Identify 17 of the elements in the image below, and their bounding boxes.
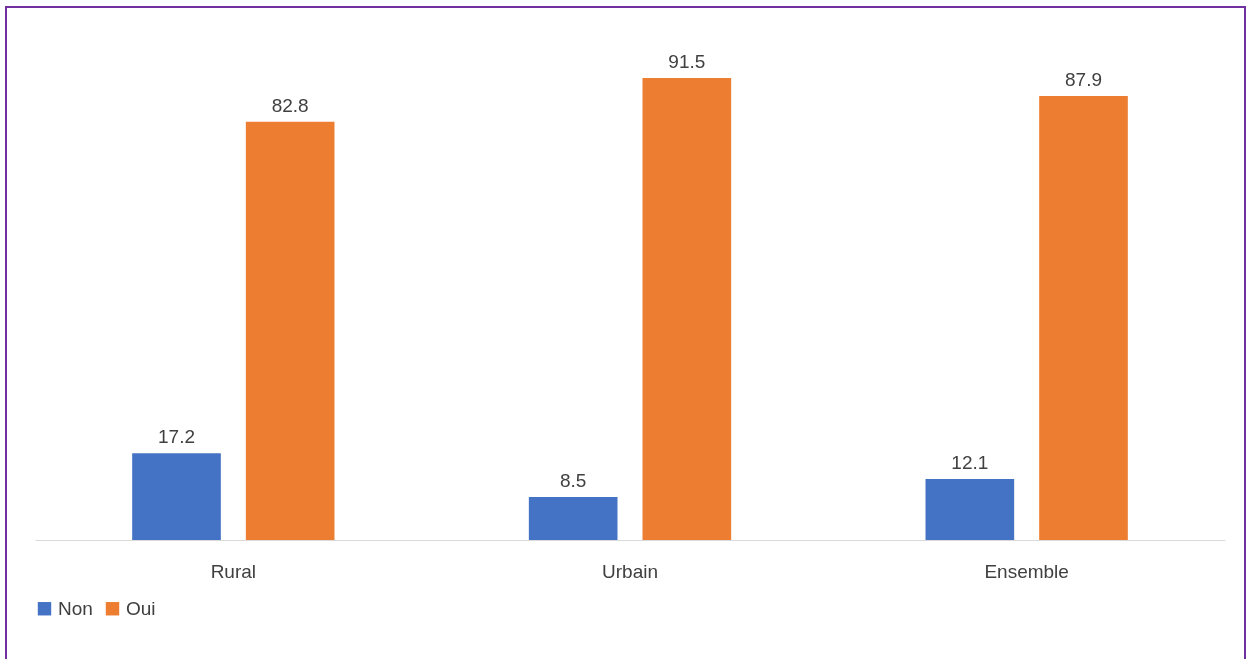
- bar: [1039, 96, 1128, 540]
- legend-label: Oui: [126, 597, 156, 619]
- data-label: 8.5: [559, 470, 587, 492]
- x-tick-label: Urbain: [602, 560, 658, 582]
- x-tick-label: Rural: [210, 560, 257, 582]
- bar: [245, 121, 335, 540]
- data-label: 91.5: [668, 50, 706, 72]
- bar: [132, 453, 221, 540]
- x-tick-label: Ensemble: [984, 560, 1069, 582]
- bar: [642, 77, 732, 540]
- data-label: 12.1: [951, 451, 989, 473]
- bar: [925, 478, 1015, 540]
- data-label: 87.9: [1065, 69, 1102, 91]
- data-label: 17.2: [158, 426, 195, 448]
- bar: [528, 497, 618, 540]
- data-label: 82.8: [271, 94, 309, 116]
- legend-label: Non: [58, 597, 93, 619]
